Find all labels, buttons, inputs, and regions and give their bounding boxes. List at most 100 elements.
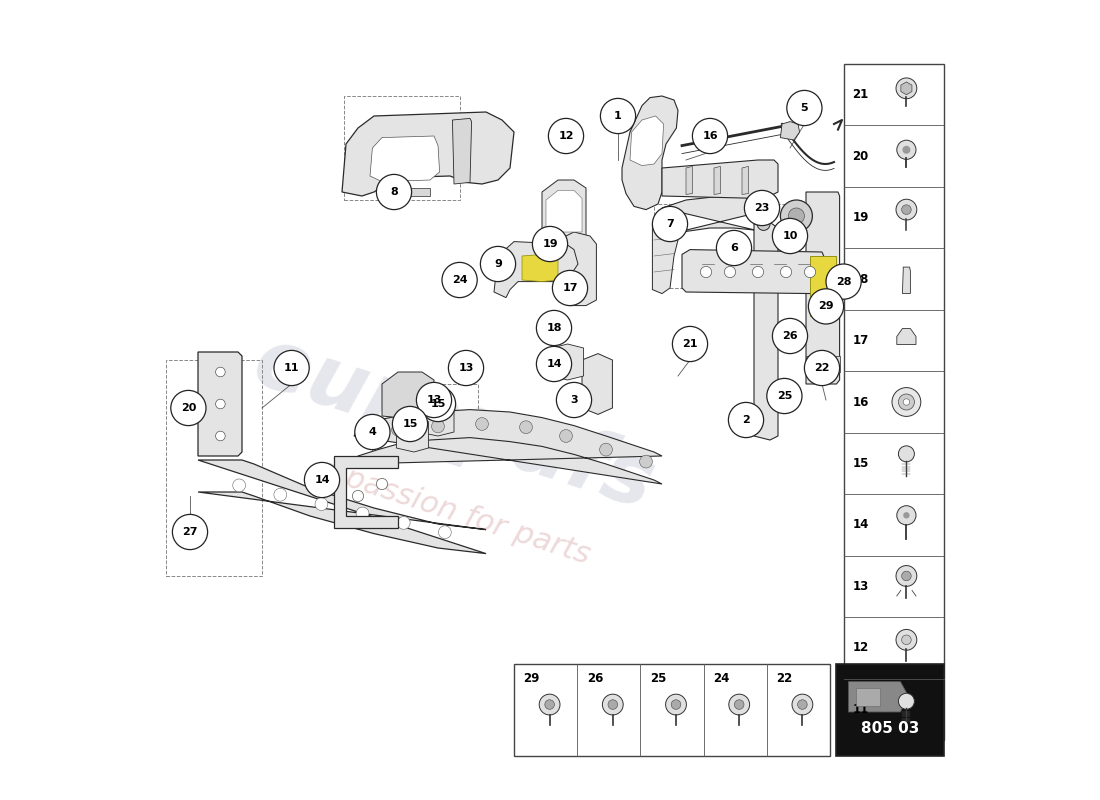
Polygon shape (686, 166, 692, 194)
Text: 28: 28 (836, 277, 851, 286)
Text: 16: 16 (702, 131, 718, 141)
Text: 19: 19 (852, 211, 869, 224)
Polygon shape (810, 256, 836, 316)
Text: 4: 4 (368, 427, 376, 437)
Text: 21: 21 (682, 339, 697, 349)
Polygon shape (902, 267, 911, 294)
Polygon shape (542, 180, 586, 246)
Circle shape (792, 694, 813, 715)
Circle shape (752, 266, 763, 278)
Text: 12: 12 (558, 131, 574, 141)
Bar (418, 384, 478, 436)
Text: 14: 14 (852, 518, 869, 531)
Circle shape (352, 490, 364, 502)
Circle shape (393, 406, 428, 442)
Circle shape (780, 266, 792, 278)
Circle shape (600, 443, 613, 456)
Circle shape (672, 326, 707, 362)
Circle shape (798, 700, 807, 710)
Circle shape (903, 399, 910, 405)
Text: 18: 18 (852, 273, 869, 286)
Circle shape (449, 350, 484, 386)
Text: 13: 13 (427, 395, 442, 405)
Circle shape (716, 230, 751, 266)
Circle shape (519, 421, 532, 434)
Circle shape (549, 118, 584, 154)
Bar (166, 360, 262, 576)
Circle shape (780, 200, 813, 232)
Circle shape (475, 418, 488, 430)
Text: 15: 15 (852, 457, 869, 470)
Text: 13: 13 (459, 363, 474, 373)
Text: 14: 14 (547, 359, 562, 369)
Text: 6: 6 (730, 243, 738, 253)
Circle shape (896, 78, 916, 98)
Polygon shape (621, 96, 678, 210)
Polygon shape (382, 372, 435, 418)
Circle shape (603, 694, 624, 715)
Text: 25: 25 (777, 391, 792, 401)
Text: 9: 9 (494, 259, 502, 269)
Circle shape (892, 387, 921, 416)
Polygon shape (396, 418, 428, 452)
Bar (654, 204, 822, 288)
Text: 8: 8 (390, 187, 398, 197)
Text: 17: 17 (562, 283, 578, 293)
Circle shape (532, 226, 568, 262)
Circle shape (420, 386, 455, 422)
Circle shape (786, 90, 822, 126)
Circle shape (896, 140, 916, 159)
Circle shape (560, 430, 572, 442)
Circle shape (557, 382, 592, 418)
Polygon shape (370, 136, 440, 182)
Circle shape (902, 571, 911, 581)
Circle shape (552, 270, 587, 306)
Polygon shape (896, 329, 916, 345)
Text: 20: 20 (852, 150, 869, 162)
Polygon shape (198, 460, 486, 554)
Text: 18: 18 (547, 323, 562, 333)
Text: 26: 26 (586, 672, 603, 685)
Polygon shape (682, 250, 824, 294)
Text: 24: 24 (452, 275, 468, 285)
Text: 11: 11 (284, 363, 299, 373)
Polygon shape (342, 112, 514, 196)
Circle shape (652, 206, 688, 242)
Text: 10: 10 (782, 231, 797, 241)
Text: 14: 14 (315, 475, 330, 485)
Circle shape (671, 700, 681, 710)
Polygon shape (452, 118, 472, 184)
Text: 7: 7 (667, 219, 674, 229)
Bar (836, 664, 945, 756)
Text: 5: 5 (801, 103, 808, 113)
Text: 27: 27 (183, 527, 198, 537)
Circle shape (692, 118, 727, 154)
Polygon shape (714, 166, 720, 194)
Polygon shape (354, 410, 662, 484)
Circle shape (804, 350, 839, 386)
Text: 23: 23 (755, 203, 770, 213)
Circle shape (745, 190, 780, 226)
Polygon shape (806, 356, 839, 372)
Polygon shape (418, 400, 454, 436)
Circle shape (355, 414, 390, 450)
Text: 20: 20 (180, 403, 196, 413)
Polygon shape (630, 116, 663, 166)
Circle shape (173, 514, 208, 550)
Circle shape (772, 218, 807, 254)
Circle shape (896, 630, 916, 650)
Circle shape (896, 506, 916, 525)
Circle shape (899, 394, 914, 410)
Circle shape (544, 700, 554, 710)
Polygon shape (558, 232, 596, 306)
Text: 1: 1 (614, 111, 622, 121)
Circle shape (442, 262, 477, 298)
Polygon shape (522, 254, 558, 282)
Polygon shape (662, 190, 774, 236)
Circle shape (666, 694, 686, 715)
Text: 24: 24 (713, 672, 729, 685)
Text: 19: 19 (542, 239, 558, 249)
Circle shape (903, 512, 910, 518)
Polygon shape (652, 218, 678, 294)
Text: 2: 2 (742, 415, 750, 425)
